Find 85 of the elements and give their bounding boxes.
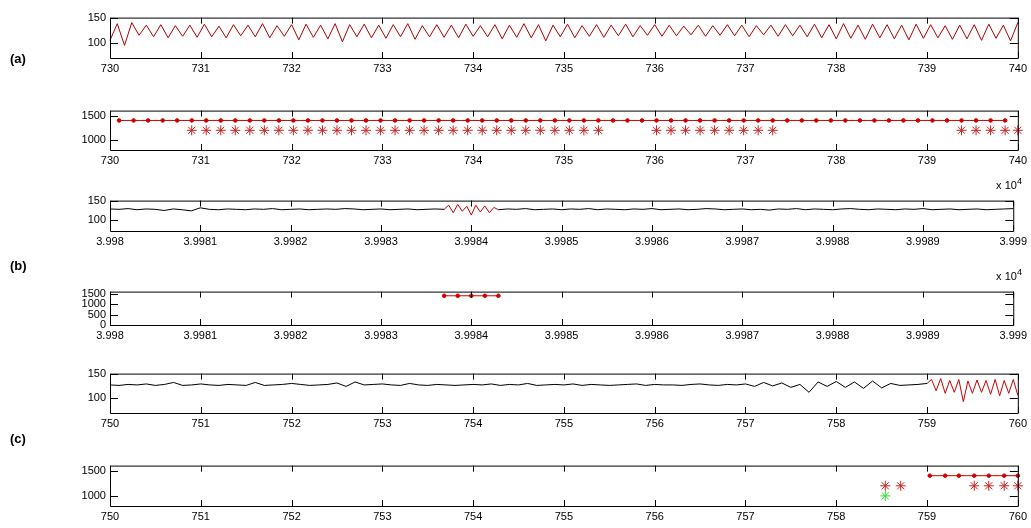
x-tick-label: 730	[100, 61, 120, 74]
x-tick-label: 3.9983	[364, 234, 398, 247]
x-tick-label: 737	[736, 153, 755, 166]
x-tick-label: 760	[1008, 509, 1027, 522]
x-tick-label: 730	[100, 153, 120, 166]
y-tick-label: 100	[87, 391, 106, 404]
x-tick-label: 3.9986	[635, 234, 669, 247]
x-tick-label: 3.9988	[815, 328, 850, 341]
x-tick-label: 758	[827, 509, 846, 522]
x-tick-label: 3.9981	[183, 328, 218, 341]
x-tick-label: 3.9982	[273, 234, 308, 247]
x-tick-label: 734	[463, 61, 483, 74]
text: (c)	[10, 431, 26, 446]
x-tick-label: 731	[191, 61, 210, 74]
text: (a)	[10, 51, 26, 66]
x-tick-label: 758	[827, 416, 846, 429]
x-tick-label: 754	[463, 416, 483, 429]
x-tick-label: 3.9982	[273, 328, 308, 341]
x-tick-label: 3.9984	[454, 328, 489, 341]
x-tick-label: 751	[191, 416, 210, 429]
x-tick-label: 735	[554, 61, 574, 74]
y-tick-label: 500	[87, 307, 106, 320]
x-tick-label: 3.999	[999, 234, 1027, 247]
x-tick-label: 752	[282, 509, 301, 522]
text: (b)	[10, 258, 27, 273]
x-tick-label: 757	[736, 416, 755, 429]
x-tick-label: 756	[645, 416, 664, 429]
x-tick-label: 738	[827, 61, 846, 74]
text: x 10$^{4}$	[996, 176, 1022, 191]
x-tick-label: 760	[1008, 416, 1027, 429]
x-tick-label: 753	[373, 509, 392, 522]
x-tick-label: 757	[736, 509, 755, 522]
x-tick-label: 3.999	[999, 328, 1027, 341]
x-tick-label: 3.998	[96, 328, 124, 341]
x-tick-label: 759	[917, 509, 937, 522]
y-tick-label: 0	[99, 318, 106, 331]
x-tick-label: 3.9981	[183, 234, 218, 247]
x-tick-label: 751	[191, 509, 210, 522]
x-tick-label: 753	[373, 416, 392, 429]
x-tick-label: 740	[1008, 153, 1027, 166]
x-tick-label: 3.9985	[544, 234, 579, 247]
y-tick-label: 150	[87, 193, 106, 206]
x-tick-label: 736	[645, 153, 664, 166]
x-tick-label: 3.9984	[454, 234, 489, 247]
x-tick-label: 750	[100, 509, 120, 522]
x-tick-label: 752	[282, 416, 301, 429]
x-tick-label: 733	[373, 61, 392, 74]
y-tick-label: 1500	[81, 108, 106, 121]
y-tick-label: 150	[87, 10, 106, 23]
x-tick-label: 3.9987	[725, 328, 760, 341]
x-tick-label: 732	[282, 153, 301, 166]
x-tick-label: 3.9988	[815, 234, 850, 247]
x-tick-label: 738	[827, 153, 846, 166]
y-tick-label: 150	[87, 366, 106, 379]
x-tick-label: 736	[645, 61, 664, 74]
y-tick-label: 1000	[81, 133, 106, 146]
x-tick-label: 756	[645, 509, 664, 522]
x-tick-label: 750	[100, 416, 120, 429]
x-tick-label: 739	[917, 153, 937, 166]
x-tick-label: 740	[1008, 61, 1027, 74]
x-tick-label: 731	[191, 153, 210, 166]
x-tick-label: 755	[554, 416, 574, 429]
x-tick-label: 3.9989	[906, 234, 940, 247]
x-tick-label: 735	[554, 153, 574, 166]
text: x 10$^{4}$	[996, 267, 1022, 282]
x-tick-label: 732	[282, 61, 301, 74]
y-tick-label: 100	[87, 35, 106, 48]
y-tick-label: 1000	[81, 297, 106, 310]
x-tick-label: 755	[554, 509, 574, 522]
y-tick-label: 1000	[81, 488, 106, 501]
y-tick-label: 1500	[81, 463, 106, 476]
x-tick-label: 754	[463, 509, 483, 522]
x-tick-label: 3.9985	[544, 328, 579, 341]
x-tick-label: 759	[917, 416, 937, 429]
x-tick-label: 734	[463, 153, 483, 166]
x-tick-label: 733	[373, 153, 392, 166]
y-tick-label: 1500	[81, 286, 106, 299]
x-tick-label: 3.9987	[725, 234, 760, 247]
x-tick-label: 739	[917, 61, 937, 74]
x-tick-label: 3.9986	[635, 328, 669, 341]
y-tick-label: 100	[87, 212, 106, 225]
x-tick-label: 3.9989	[906, 328, 940, 341]
x-tick-label: 3.998	[96, 234, 124, 247]
x-tick-label: 737	[736, 61, 755, 74]
x-tick-label: 3.9983	[364, 328, 398, 341]
